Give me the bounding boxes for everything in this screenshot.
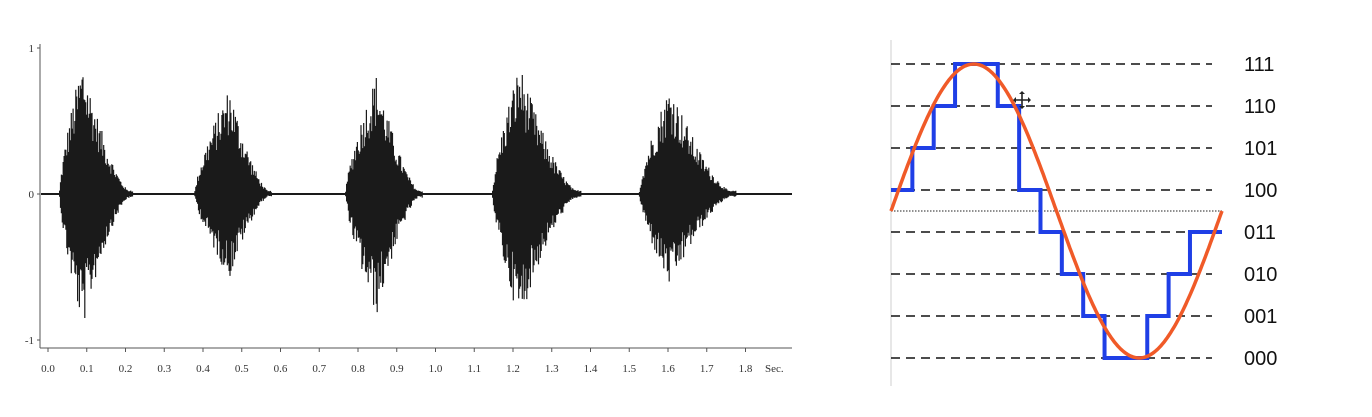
x-tick-label: 0.1 (80, 363, 94, 375)
x-tick-label: 1.2 (506, 363, 520, 375)
level-label: 110 (1244, 96, 1276, 118)
level-label: 000 (1244, 348, 1277, 370)
x-tick-label: 1.6 (661, 363, 675, 375)
quantization-series (889, 62, 1224, 360)
waveform-x-ticks: 0.0 0.1 0.2 0.3 0.4 0.5 0.6 0.7 0.8 0.9 1.0 1.1 1.2 1… (41, 348, 784, 375)
x-tick-label: 0.0 (41, 363, 55, 375)
x-tick-label: 0.7 (312, 363, 326, 375)
y-tick-label: -1 (25, 335, 34, 347)
y-tick-label: 0 (29, 189, 35, 201)
quantization-level-labels: 111 110 101 100 011 010 001 000 (1244, 54, 1277, 370)
waveform-burst-path (59, 77, 134, 318)
analog-signal (889, 62, 1224, 360)
waveform-burst-path (492, 75, 582, 301)
y-tick-label: 1 (29, 43, 35, 55)
x-unit-label: Sec. (765, 363, 784, 375)
waveform-burst-path (345, 78, 423, 313)
waveform-axes (39, 44, 792, 349)
level-label: 010 (1244, 264, 1277, 286)
waveform-y-ticks: 1 0 -1 (25, 43, 40, 347)
x-tick-label: 1.7 (700, 363, 714, 375)
level-label: 011 (1244, 222, 1276, 244)
x-tick-label: 0.5 (235, 363, 249, 375)
x-tick-label: 0.2 (119, 363, 133, 375)
level-label: 111 (1244, 54, 1274, 76)
waveform-burst-path (194, 95, 272, 276)
speech-waveform-chart: 0.0 0.1 0.2 0.3 0.4 0.5 0.6 0.7 0.8 0.9 1.0 1.1 1.2 1… (25, 43, 792, 375)
waveform-burst (638, 98, 737, 282)
x-tick-label: 1.8 (739, 363, 753, 375)
move-cursor-icon (1013, 91, 1031, 109)
x-tick-label: 0.8 (351, 363, 365, 375)
level-label: 001 (1244, 306, 1277, 328)
level-label: 101 (1244, 138, 1277, 160)
x-tick-label: 1.3 (545, 363, 559, 375)
waveform-burst-path (638, 98, 737, 282)
x-tick-label: 1.1 (467, 363, 481, 375)
x-tick-label: 0.9 (390, 363, 404, 375)
x-tick-label: 0.3 (157, 363, 171, 375)
waveform-series (41, 75, 792, 318)
x-tick-label: 1.0 (429, 363, 443, 375)
x-tick-label: 1.5 (622, 363, 636, 375)
quantization-chart: 111 110 101 100 011 010 001 000 (889, 40, 1277, 386)
level-label: 100 (1244, 180, 1277, 202)
x-tick-label: 0.4 (196, 363, 210, 375)
x-tick-label: 0.6 (274, 363, 288, 375)
waveform-burst (492, 75, 582, 301)
waveform-burst (345, 78, 423, 313)
waveform-burst (194, 95, 272, 276)
quantized-signal (891, 62, 1222, 360)
waveform-burst (59, 77, 134, 318)
x-tick-label: 1.4 (584, 363, 598, 375)
